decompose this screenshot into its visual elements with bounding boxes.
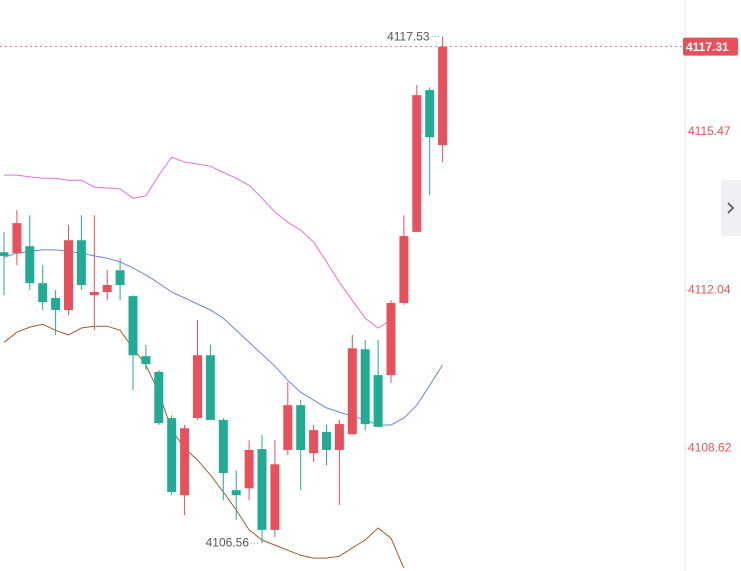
candle-body	[102, 285, 112, 292]
candle	[399, 215, 409, 305]
candle	[25, 215, 35, 291]
candle-body	[51, 297, 61, 310]
last-price-label: 4117.31	[686, 40, 729, 54]
candle	[347, 334, 357, 435]
candle-body	[425, 90, 435, 138]
candle	[193, 320, 202, 420]
candle	[38, 265, 48, 310]
candle-body	[309, 430, 319, 454]
candle	[12, 210, 22, 266]
candle	[76, 215, 86, 291]
candle	[231, 470, 241, 521]
candle	[218, 418, 228, 501]
candle	[102, 270, 112, 301]
candle	[167, 415, 177, 496]
candle	[154, 370, 164, 426]
candle-body	[231, 490, 241, 496]
candle-body	[438, 46, 448, 146]
y-tick-label: 4115.47	[688, 124, 731, 138]
candle	[386, 300, 396, 383]
candle	[425, 87, 435, 195]
candle	[412, 85, 422, 232]
candle-body	[283, 405, 293, 450]
collapse-arrow[interactable]	[727, 202, 735, 214]
candle-body	[334, 424, 344, 450]
candle-body	[193, 355, 202, 419]
candle-body	[205, 355, 215, 420]
collapse-button[interactable]	[721, 180, 741, 236]
candle	[322, 425, 331, 466]
low-label: 4106.56	[206, 535, 250, 549]
candle	[115, 258, 125, 301]
candle-body	[296, 405, 306, 450]
candle	[128, 295, 138, 390]
candle-body	[270, 464, 280, 530]
candle	[309, 425, 319, 462]
high-label: 4117.53	[387, 30, 430, 44]
candle-body	[0, 252, 9, 256]
indicator-line	[3, 323, 405, 569]
candle	[257, 435, 267, 544]
candle-body	[154, 371, 164, 424]
candle-body	[386, 303, 396, 376]
candle-body	[25, 246, 35, 284]
candle	[373, 340, 383, 427]
collapse-tab[interactable]	[721, 180, 741, 236]
candle	[180, 425, 190, 516]
candle-body	[115, 270, 125, 286]
candle-body	[347, 348, 357, 435]
candle-body	[38, 283, 48, 303]
candle	[89, 215, 99, 331]
candle-body	[167, 418, 177, 493]
candle	[141, 345, 151, 371]
last-price-box	[683, 37, 738, 56]
candle	[296, 400, 306, 491]
candle	[0, 231, 9, 296]
candle	[438, 36, 448, 163]
candle-body	[76, 240, 86, 286]
candle-body	[244, 449, 254, 489]
y-tick-label: 4112.04	[688, 282, 731, 296]
candle-body	[360, 349, 370, 425]
candle-body	[89, 291, 99, 296]
candle	[244, 440, 254, 501]
candle	[64, 224, 73, 316]
candle-body	[12, 223, 22, 254]
candle	[283, 382, 293, 456]
candle-body	[180, 428, 190, 496]
candle-body	[257, 449, 267, 530]
candle-body	[322, 431, 331, 450]
candle-body	[218, 419, 228, 474]
candle	[360, 340, 370, 431]
candle-body	[399, 236, 409, 304]
y-tick-label: 4108.62	[688, 440, 732, 454]
candle-body	[64, 240, 73, 310]
indicator-line	[4, 156, 392, 329]
candle	[334, 419, 344, 505]
candle	[270, 440, 280, 538]
candle-body	[373, 375, 383, 427]
candle	[205, 345, 215, 420]
candle	[51, 290, 61, 335]
candle-body	[128, 296, 138, 356]
candle-body	[412, 95, 422, 232]
candle-body	[141, 356, 151, 365]
